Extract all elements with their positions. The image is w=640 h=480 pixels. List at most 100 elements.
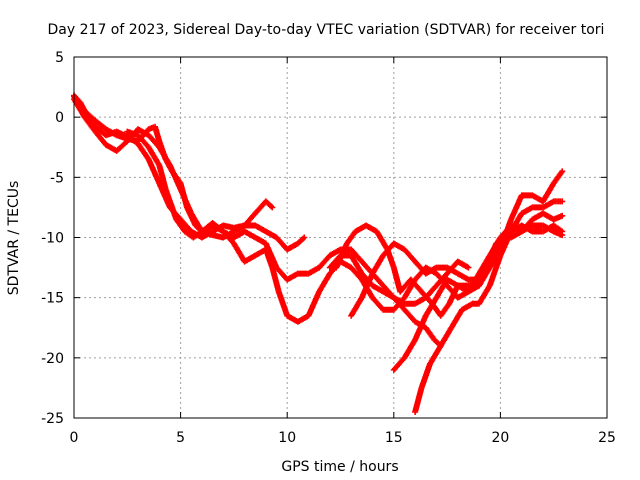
data-point-trace: [419, 362, 433, 390]
x-tick-label: 25: [598, 430, 616, 446]
data-point-trace: [391, 356, 407, 372]
data-point-trace: [384, 248, 397, 270]
data-point-trace: [402, 247, 418, 264]
data-point-trace: [349, 296, 364, 318]
x-tick-label: 20: [491, 430, 509, 446]
data-point-trace: [408, 277, 424, 294]
data-point-trace: [146, 157, 162, 185]
data-point-trace: [476, 284, 492, 306]
data-point-trace: [269, 266, 282, 294]
data-point-trace: [191, 229, 204, 240]
data-point-trace: [374, 229, 390, 252]
data-point-trace: [434, 278, 450, 300]
data-point-trace: [423, 326, 437, 342]
data-point-trace: [82, 109, 98, 123]
data-point-trace: [178, 181, 190, 209]
data-point-trace: [263, 241, 279, 270]
data-point-trace: [184, 205, 198, 228]
data-point-trace: [147, 124, 157, 132]
data-point-trace: [427, 344, 443, 366]
data-point-trace: [264, 199, 274, 210]
x-tick-label: 10: [278, 430, 296, 446]
data-point-trace: [170, 169, 183, 185]
data-point-trace: [551, 169, 565, 185]
data-point-trace: [446, 284, 461, 306]
y-axis-label: SDTVAR / TECUs: [6, 181, 22, 296]
data-point-trace: [508, 211, 524, 234]
data-point: [559, 198, 566, 205]
data-point-trace: [487, 242, 499, 264]
grid: [74, 57, 607, 418]
data-series: [508, 222, 566, 241]
data-point-trace: [370, 295, 386, 312]
data-point-trace: [344, 229, 358, 246]
chart-title: Day 217 of 2023, Sidereal Day-to-day VTE…: [48, 22, 605, 38]
data-point-trace: [296, 235, 306, 246]
data-point-trace: [471, 300, 481, 307]
x-tick-label: 15: [385, 430, 403, 446]
data-point-trace: [114, 139, 130, 153]
x-axis-label: GPS time / hours: [281, 459, 398, 475]
data-point-trace: [135, 141, 151, 161]
data-point-trace: [93, 118, 108, 132]
data-point: [301, 234, 308, 241]
y-tick-label: 0: [55, 110, 64, 126]
data-point-trace: [317, 253, 332, 270]
data-point-trace: [449, 308, 465, 330]
data-point-trace: [508, 193, 525, 221]
data-point-trace: [174, 217, 187, 234]
data-point: [493, 240, 500, 247]
data-point-trace: [540, 181, 556, 203]
data-series: [348, 222, 566, 319]
data-point-trace: [276, 290, 290, 318]
data-point-trace: [349, 247, 364, 264]
data-point-trace: [93, 129, 108, 147]
data-point-trace: [438, 302, 452, 318]
x-tick-label: 5: [176, 430, 185, 446]
data-point-trace: [445, 265, 460, 276]
data-point-trace: [412, 314, 429, 342]
y-tick-label: 5: [55, 50, 64, 66]
data-point-trace: [370, 253, 386, 276]
data-point-trace: [210, 221, 226, 234]
data-point-trace: [434, 271, 449, 288]
data-point-trace: [476, 260, 493, 288]
data-series: [412, 198, 566, 415]
x-tick-label: 0: [70, 430, 79, 446]
data-point: [465, 264, 472, 271]
data-point-trace: [349, 253, 364, 276]
data-series: [390, 240, 500, 373]
data-point: [269, 204, 276, 211]
data-point-trace: [136, 133, 151, 149]
data-points: [71, 92, 566, 415]
data-point-trace: [82, 115, 98, 134]
data-point-trace: [72, 95, 87, 113]
y-tick-label: -15: [41, 291, 64, 307]
data-point-trace: [146, 145, 162, 167]
data-point-trace: [333, 241, 350, 270]
data-point-trace: [423, 296, 439, 318]
data-point-trace: [552, 223, 564, 234]
data-point: [559, 168, 566, 175]
data-point-trace: [391, 295, 407, 312]
data-point-trace: [412, 386, 425, 414]
data-point-trace: [359, 272, 375, 300]
data-point-trace: [402, 338, 418, 360]
data-point-trace: [402, 307, 418, 324]
y-tick-label: -10: [41, 231, 64, 247]
data-point-trace: [178, 217, 194, 234]
axis-ticks: 0 5 10 15 20 25 -25 -20 -15 -10 -5 0 5: [41, 50, 616, 446]
data-point-trace: [487, 254, 503, 288]
data-point-trace: [317, 272, 332, 294]
data-point-trace: [438, 326, 454, 348]
data-point-trace: [306, 290, 322, 318]
data-point-trace: [163, 187, 179, 221]
y-tick-label: -20: [41, 351, 64, 367]
data-point-trace: [349, 265, 364, 282]
data-point-trace: [231, 241, 247, 264]
y-tick-label: -25: [41, 411, 64, 427]
y-tick-label: -5: [50, 170, 64, 186]
data-point-trace: [156, 139, 169, 161]
